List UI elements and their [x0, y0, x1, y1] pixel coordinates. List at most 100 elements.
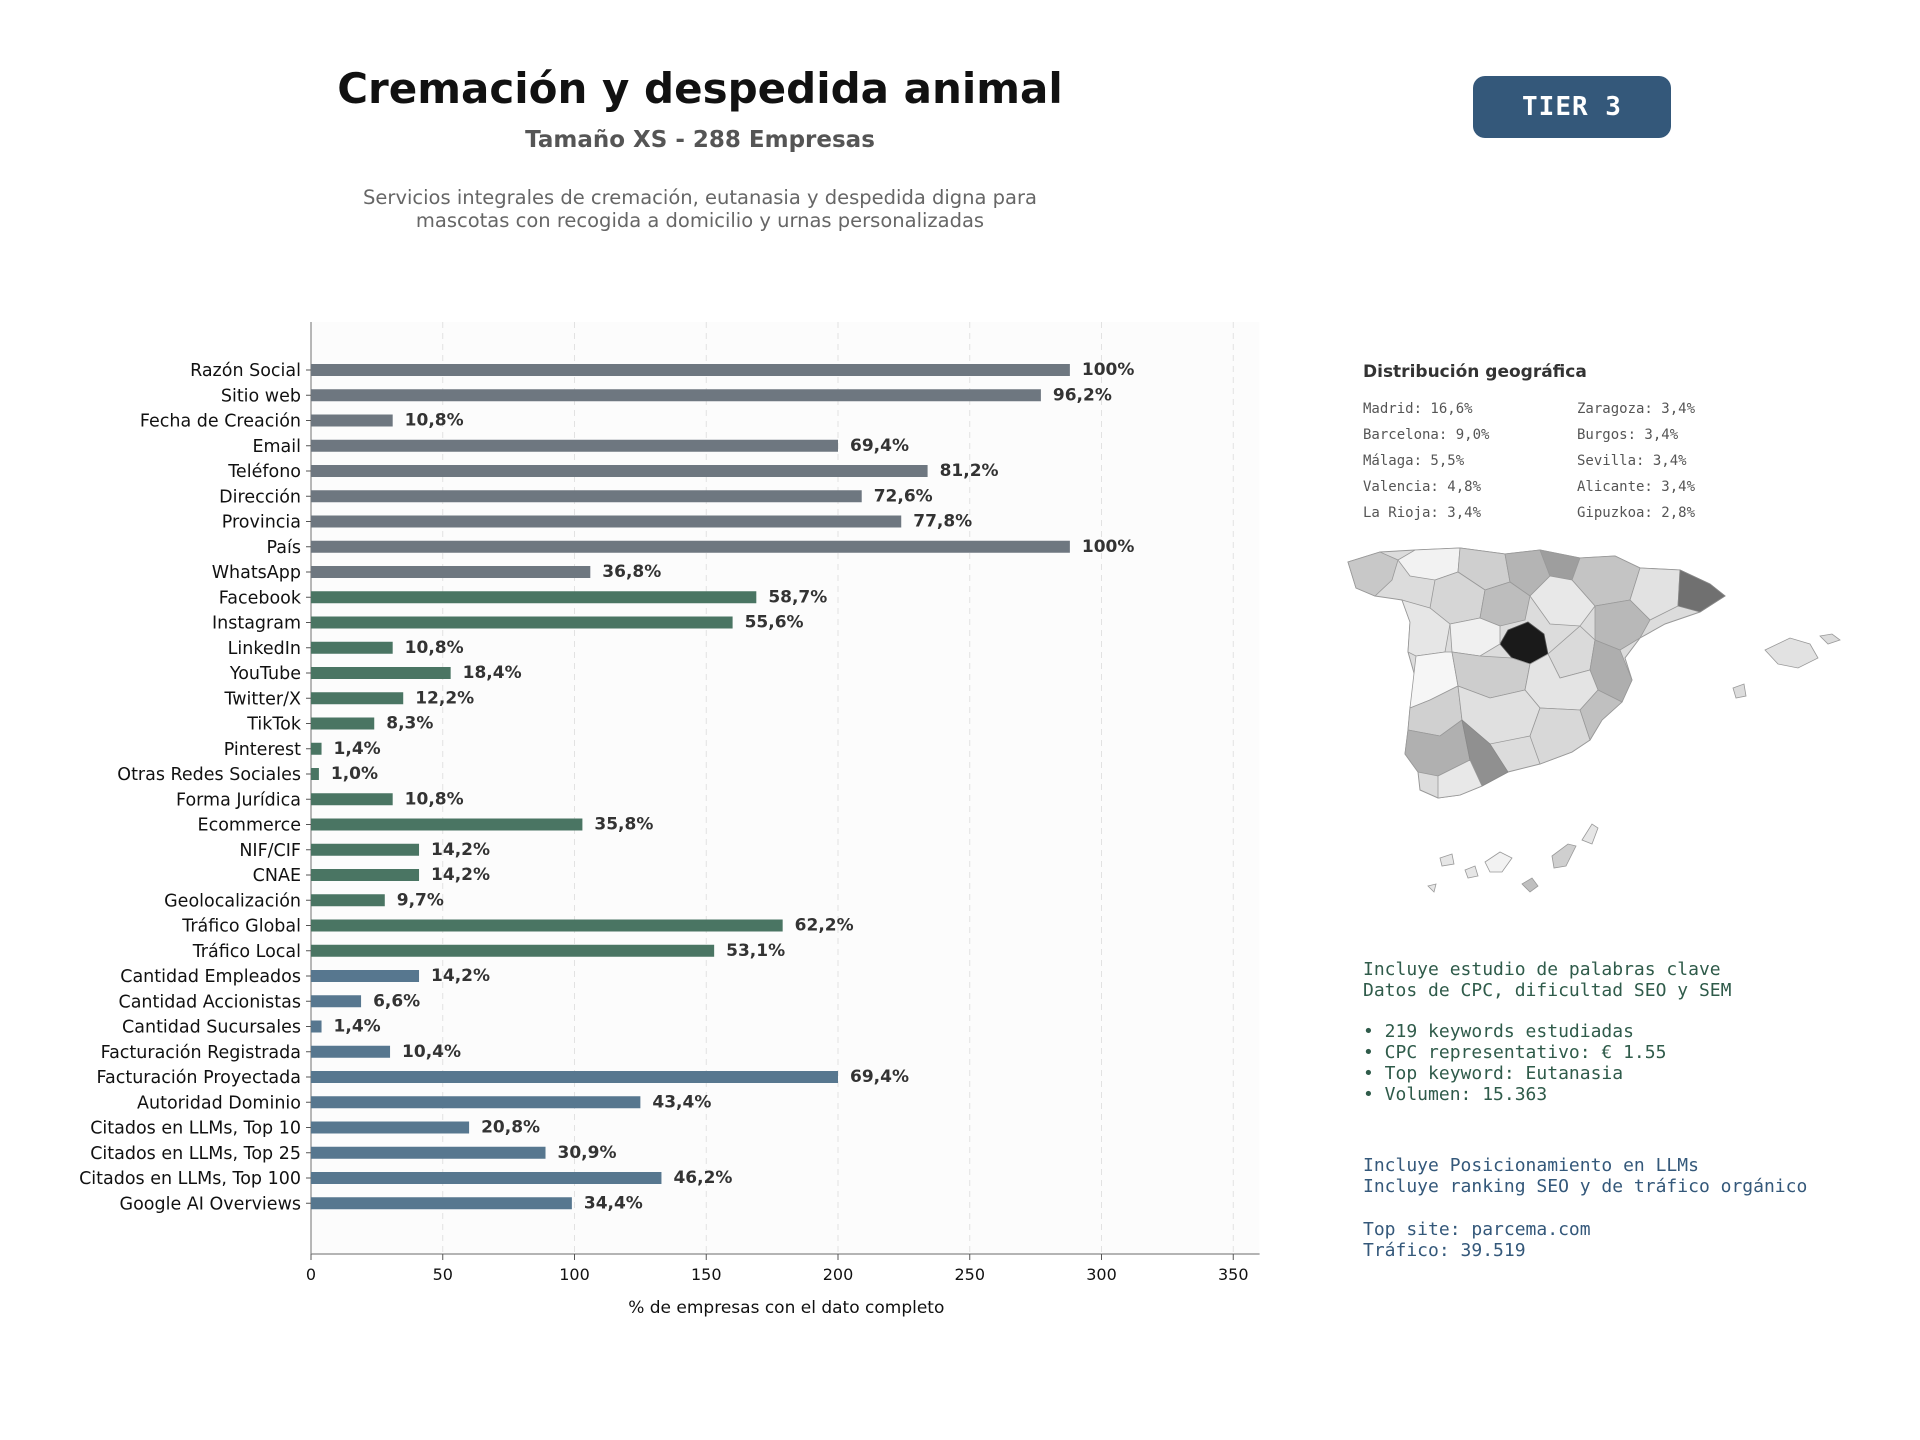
bar-value-label: 10,8% [405, 789, 464, 809]
bar-value-label: 20,8% [481, 1118, 540, 1138]
bar-value-label: 81,2% [940, 461, 999, 481]
bar-value-label: 9,7% [397, 890, 444, 910]
bar [311, 1146, 546, 1159]
map-region [1529, 575, 1596, 627]
category-label: Dirección [219, 487, 301, 507]
bar [311, 515, 902, 528]
category-label: País [267, 538, 301, 558]
bar [311, 1172, 662, 1184]
map-canary [1521, 877, 1539, 893]
bar-value-label: 53,1% [726, 941, 785, 961]
description-line: mascotas con recogida a domicilio y urna… [415, 209, 985, 232]
category-label: Sitio web [221, 386, 301, 406]
geo-title: Distribución geográfica [1363, 362, 1587, 382]
category-label: Provincia [222, 513, 301, 533]
category-label: Tráfico Global [181, 917, 301, 937]
geo-item: La Rioja: 3,4% [1363, 505, 1482, 521]
category-label: Google AI Overviews [120, 1194, 301, 1214]
geo-item: Valencia: 4,8% [1363, 479, 1482, 495]
bar [311, 641, 393, 654]
top-site-line: Tráfico: 39.519 [1363, 1240, 1526, 1261]
category-label: Tráfico Local [192, 942, 301, 962]
map-region [1629, 567, 1681, 621]
bar-chart: 0 50 100 150 200 250 300 350 % de empresas con e… [79, 322, 1260, 1318]
bar-value-label: 35,8% [594, 815, 653, 835]
category-label: Twitter/X [223, 689, 301, 709]
map-canary [1551, 843, 1577, 869]
bar [311, 869, 420, 881]
bar-value-label: 18,4% [463, 663, 522, 683]
bar-value-label: 10,8% [405, 411, 464, 431]
category-label: NIF/CIF [239, 841, 301, 861]
x-tick-label: 150 [691, 1265, 722, 1284]
map-canary [1484, 851, 1513, 873]
bar [311, 692, 404, 705]
keywords-bullet: • CPC representativo: € 1.55 [1363, 1042, 1667, 1063]
bar [311, 768, 319, 780]
category-label: Teléfono [227, 462, 301, 482]
map-region [1529, 707, 1591, 765]
x-tick-label: 300 [1086, 1265, 1117, 1284]
plot-area [311, 322, 1260, 1254]
category-label: Fecha de Creación [140, 412, 301, 432]
map-region [1677, 569, 1726, 613]
category-label: Autoridad Dominio [137, 1093, 301, 1113]
bar [311, 793, 393, 806]
bar [311, 742, 322, 755]
bar-value-label: 1,4% [334, 1017, 381, 1037]
bar [311, 944, 715, 957]
bar-value-label: 1,0% [331, 764, 378, 784]
bar-value-label: 43,4% [652, 1092, 711, 1112]
bar-value-label: 69,4% [850, 1067, 909, 1087]
map-canary [1439, 853, 1455, 867]
category-label: WhatsApp [212, 563, 301, 583]
geo-item: Barcelona: 9,0% [1363, 427, 1490, 443]
description-line: Servicios integrales de cremación, eutan… [363, 186, 1037, 209]
category-label: Pinterest [224, 740, 301, 760]
x-tick-label: 0 [306, 1265, 316, 1284]
bar [311, 414, 393, 427]
bar [311, 1045, 391, 1058]
category-label: Facturación Proyectada [97, 1068, 301, 1088]
bar-value-label: 77,8% [913, 512, 972, 532]
bar [311, 616, 733, 629]
x-axis-label: % de empresas con el dato completo [628, 1298, 944, 1318]
bar [311, 1020, 322, 1033]
bar-value-label: 58,7% [768, 587, 827, 607]
bar-value-label: 1,4% [334, 739, 381, 759]
top-site-line: Top site: parcema.com [1363, 1219, 1591, 1240]
map-canary [1464, 865, 1479, 879]
bar [311, 970, 420, 982]
map-balearic [1764, 637, 1819, 669]
bar-value-label: 10,8% [405, 638, 464, 658]
bar [311, 818, 583, 831]
map-canary [1581, 823, 1599, 845]
bar [311, 894, 385, 907]
x-tick-label: 250 [954, 1265, 985, 1284]
x-tick-label: 50 [433, 1265, 453, 1284]
geo-item: Gipuzkoa: 2,8% [1577, 505, 1696, 521]
bar-value-label: 30,9% [558, 1143, 617, 1163]
category-label: Facturación Registrada [101, 1043, 301, 1063]
category-label: Facebook [219, 588, 302, 608]
bar-value-label: 96,2% [1053, 385, 1112, 405]
category-label: Forma Jurídica [176, 790, 301, 810]
keywords-bullet: • Top keyword: Eutanasia [1363, 1063, 1624, 1084]
geo-item: Zaragoza: 3,4% [1577, 401, 1696, 417]
bar [311, 843, 420, 856]
category-label: Razón Social [190, 361, 301, 381]
category-label: Citados en LLMs, Top 25 [90, 1144, 301, 1164]
bar-value-label: 14,2% [431, 865, 490, 885]
x-tick-label: 100 [559, 1265, 590, 1284]
bar-value-label: 36,8% [602, 562, 661, 582]
category-label: TikTok [246, 715, 302, 735]
bar-value-label: 14,2% [431, 966, 490, 986]
category-label: Cantidad Sucursales [122, 1018, 301, 1038]
bar-value-label: 62,2% [795, 916, 854, 936]
bar [311, 919, 783, 932]
category-label: Otras Redes Sociales [117, 765, 301, 785]
bar [311, 667, 451, 679]
tier-badge: TIER 3 [1473, 76, 1671, 138]
bar-value-label: 55,6% [745, 613, 804, 633]
category-label: Email [252, 437, 301, 457]
